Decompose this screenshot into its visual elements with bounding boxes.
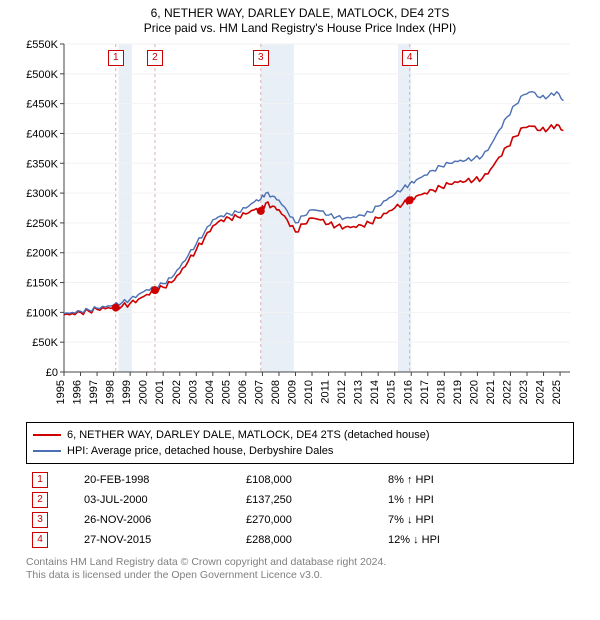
svg-text:2011: 2011 — [320, 380, 332, 404]
svg-text:1995: 1995 — [55, 380, 67, 404]
sale-price: £137,250 — [240, 490, 382, 510]
svg-text:2004: 2004 — [204, 380, 216, 404]
svg-text:2009: 2009 — [287, 380, 299, 404]
sale-price: £108,000 — [240, 470, 382, 490]
sale-diff: 1% ↑ HPI — [382, 490, 574, 510]
svg-text:2006: 2006 — [237, 380, 249, 404]
svg-text:2022: 2022 — [501, 380, 513, 404]
title-address: 6, NETHER WAY, DARLEY DALE, MATLOCK, DE4… — [0, 6, 600, 21]
legend-label-hpi: HPI: Average price, detached house, Derb… — [67, 445, 333, 457]
svg-text:2020: 2020 — [468, 380, 480, 404]
svg-text:£0: £0 — [46, 367, 58, 379]
sale-diff: 8% ↑ HPI — [382, 470, 574, 490]
sale-diff: 12% ↓ HPI — [382, 530, 574, 550]
svg-text:2010: 2010 — [303, 380, 315, 404]
footer-attribution: Contains HM Land Registry data © Crown c… — [26, 556, 574, 582]
svg-text:2005: 2005 — [220, 380, 232, 404]
svg-text:2024: 2024 — [535, 380, 547, 404]
table-row: 1 20-FEB-1998£108,0008% ↑ HPI — [26, 470, 574, 490]
svg-text:2003: 2003 — [187, 380, 199, 404]
svg-text:2025: 2025 — [551, 380, 563, 404]
legend-swatch-hpi — [33, 450, 61, 452]
sale-marker-4: 4 — [32, 532, 48, 548]
svg-text:£300K: £300K — [26, 188, 58, 200]
svg-text:£100K: £100K — [26, 307, 58, 319]
sales-table: 1 20-FEB-1998£108,0008% ↑ HPI 2 03-JUL-2000… — [26, 470, 574, 550]
svg-text:2015: 2015 — [386, 380, 398, 404]
sale-date: 03-JUL-2000 — [78, 490, 240, 510]
title-subtitle: Price paid vs. HM Land Registry's House … — [0, 21, 600, 36]
sale-marker-1: 1 — [32, 472, 48, 488]
svg-text:2017: 2017 — [419, 380, 431, 404]
svg-text:£200K: £200K — [26, 248, 58, 260]
svg-text:2001: 2001 — [154, 380, 166, 404]
legend: 6, NETHER WAY, DARLEY DALE, MATLOCK, DE4… — [26, 422, 574, 464]
svg-text:£550K: £550K — [26, 39, 58, 51]
svg-text:£350K: £350K — [26, 158, 58, 170]
svg-text:2012: 2012 — [336, 380, 348, 404]
sale-date: 20-FEB-1998 — [78, 470, 240, 490]
svg-text:£450K: £450K — [26, 99, 58, 111]
svg-text:1997: 1997 — [88, 380, 100, 404]
svg-text:2007: 2007 — [253, 380, 265, 404]
legend-row-property: 6, NETHER WAY, DARLEY DALE, MATLOCK, DE4… — [33, 427, 567, 443]
chart-sale-marker-4: 4 — [402, 50, 418, 66]
chart-sale-marker-1: 1 — [108, 50, 124, 66]
svg-text:2018: 2018 — [435, 380, 447, 404]
footer-line2: This data is licensed under the Open Gov… — [26, 569, 574, 582]
sale-price: £288,000 — [240, 530, 382, 550]
chart-title-block: 6, NETHER WAY, DARLEY DALE, MATLOCK, DE4… — [0, 0, 600, 38]
svg-text:£150K: £150K — [26, 278, 58, 290]
svg-text:£50K: £50K — [32, 337, 58, 349]
sale-date: 27-NOV-2015 — [78, 530, 240, 550]
sale-price: £270,000 — [240, 510, 382, 530]
legend-swatch-property — [33, 434, 61, 436]
svg-text:2023: 2023 — [518, 380, 530, 404]
sale-date: 26-NOV-2006 — [78, 510, 240, 530]
chart-sale-marker-3: 3 — [253, 50, 269, 66]
svg-text:1999: 1999 — [121, 380, 133, 404]
chart-sale-marker-2: 2 — [147, 50, 163, 66]
price-chart: £0 £50K £100K £150K £200K £250K £300K £350K £400… — [20, 38, 580, 418]
svg-text:£400K: £400K — [26, 128, 58, 140]
sale-diff: 7% ↓ HPI — [382, 510, 574, 530]
svg-text:2008: 2008 — [270, 380, 282, 404]
svg-text:1998: 1998 — [105, 380, 117, 404]
sale-marker-3: 3 — [32, 512, 48, 528]
svg-text:2000: 2000 — [138, 380, 150, 404]
footer-line1: Contains HM Land Registry data © Crown c… — [26, 556, 574, 569]
legend-row-hpi: HPI: Average price, detached house, Derb… — [33, 443, 567, 459]
svg-text:1996: 1996 — [72, 380, 84, 404]
svg-text:2014: 2014 — [369, 380, 381, 404]
table-row: 2 03-JUL-2000£137,2501% ↑ HPI — [26, 490, 574, 510]
table-row: 4 27-NOV-2015£288,00012% ↓ HPI — [26, 530, 574, 550]
table-row: 3 26-NOV-2006£270,0007% ↓ HPI — [26, 510, 574, 530]
svg-text:2019: 2019 — [452, 380, 464, 404]
svg-text:2013: 2013 — [353, 380, 365, 404]
svg-text:2021: 2021 — [485, 380, 497, 404]
legend-label-property: 6, NETHER WAY, DARLEY DALE, MATLOCK, DE4… — [67, 429, 430, 441]
svg-text:£250K: £250K — [26, 218, 58, 230]
svg-text:2016: 2016 — [402, 380, 414, 404]
svg-text:2002: 2002 — [171, 380, 183, 404]
svg-text:£500K: £500K — [26, 69, 58, 81]
sale-marker-2: 2 — [32, 492, 48, 508]
